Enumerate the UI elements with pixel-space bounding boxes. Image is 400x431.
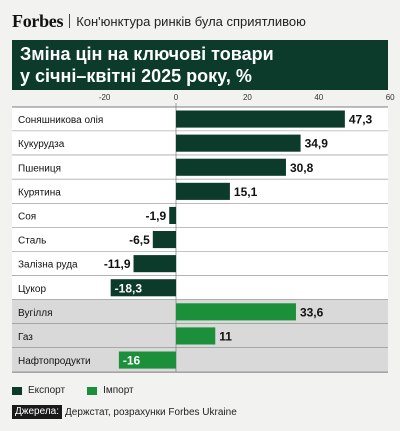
data-label: -1,9: [146, 209, 167, 223]
legend-label-import: Імпорт: [103, 385, 134, 396]
category-label: Нафтопродукти: [18, 355, 91, 367]
bar: [169, 206, 176, 224]
category-label: Кукурудза: [18, 139, 65, 150]
data-label: -16: [123, 354, 141, 368]
data-label: -6,5: [129, 233, 150, 247]
source-label: Джерела:: [12, 405, 62, 419]
category-label: Вугілля: [18, 308, 53, 319]
category-label: Соя: [18, 211, 36, 222]
top-bar: Forbes Кон'юнктура ринків була сприятлив…: [12, 10, 306, 32]
x-tick-label: 60: [386, 93, 395, 102]
x-tick-label: -20: [99, 93, 111, 102]
chart-title-line-1: Зміна цін на ключові товари: [20, 44, 274, 64]
x-tick-label: 0: [174, 93, 179, 102]
x-tick-label: 20: [243, 93, 252, 102]
row-background: [12, 348, 388, 373]
bar: [176, 134, 301, 152]
legend-swatch-export: [12, 386, 22, 395]
bar: [133, 255, 176, 273]
data-label: 47,3: [349, 113, 373, 127]
source-note: Джерела: Держстат, розрахунки Forbes Ukr…: [12, 405, 388, 419]
bar: [152, 231, 176, 249]
category-label: Сталь: [18, 236, 46, 247]
data-label: 11: [219, 329, 232, 343]
category-label: Залізна руда: [18, 260, 78, 271]
chart-title-box: Зміна цін на ключові товари у січні–квіт…: [12, 40, 388, 90]
chart-legend: Експорт Імпорт: [12, 385, 134, 396]
bar: [118, 351, 176, 369]
data-label: 30,8: [290, 161, 314, 175]
bar: [176, 303, 296, 321]
row-background: [12, 251, 388, 276]
category-label: Соняшникова олія: [18, 115, 103, 126]
data-label: 34,9: [305, 137, 329, 151]
category-label: Цукор: [18, 284, 46, 295]
category-label: Курятина: [18, 187, 61, 198]
bar: [110, 279, 176, 297]
legend-label-export: Експорт: [28, 385, 66, 396]
row-background: [12, 275, 388, 300]
data-label: 15,1: [234, 185, 258, 199]
row-background: [12, 227, 388, 252]
bar: [176, 327, 216, 345]
bar: [176, 110, 345, 128]
bar: [176, 182, 230, 200]
chart-title-line-2: у січні–квітні 2025 року, %: [20, 66, 252, 86]
data-label: -11,9: [104, 257, 131, 271]
data-label: 33,6: [300, 305, 324, 319]
x-tick-label: 40: [314, 93, 323, 102]
category-label: Газ: [18, 332, 33, 343]
source-text: Держстат, розрахунки Forbes Ukraine: [65, 406, 237, 418]
data-label: -18,3: [115, 281, 143, 295]
row-background: [12, 203, 388, 228]
article-headline: Кон'юнктура ринків була сприятливою: [76, 13, 306, 29]
bar: [176, 158, 286, 176]
category-label: Пшениця: [18, 163, 61, 174]
brand-logo: Forbes: [12, 10, 64, 31]
legend-swatch-import: [87, 386, 98, 395]
header-divider: [69, 14, 71, 28]
